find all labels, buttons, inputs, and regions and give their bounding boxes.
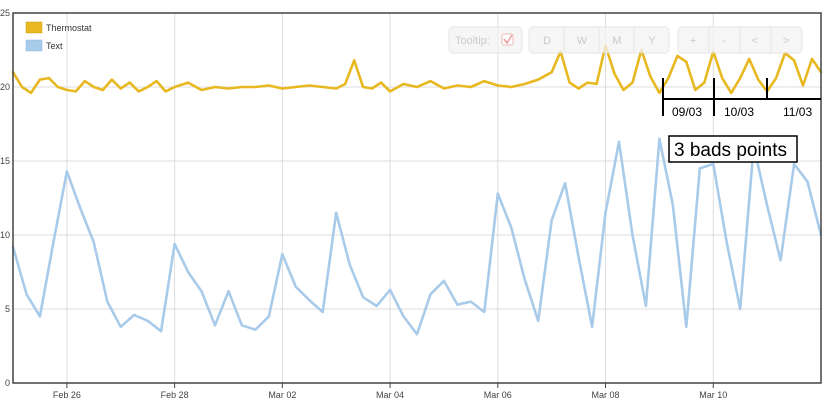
annotation-box-label: 3 bads points [674, 140, 787, 161]
y-axis: 0 5 10 15 20 25 [0, 8, 10, 388]
checkbox-icon[interactable] [501, 33, 514, 46]
range-button-year[interactable]: Y [648, 35, 656, 47]
zoom-out-button[interactable]: - [722, 35, 726, 47]
legend: Thermostat Text [25, 21, 92, 52]
y-tick-label: 15 [0, 156, 10, 166]
tooltip-label: Tooltip: [455, 35, 490, 47]
tooltip-toggle[interactable] [448, 26, 523, 54]
y-tick-label: 5 [5, 304, 10, 314]
plot-frame [12, 12, 822, 384]
zoom-in-button[interactable]: + [690, 35, 696, 47]
series-layer [11, 44, 823, 336]
legend-label-thermostat: Thermostat [46, 23, 92, 33]
annotation: 09/03 10/03 11/03 3 bads points [662, 78, 821, 163]
range-button-week[interactable]: W [577, 35, 588, 47]
annotation-date-label: 10/03 [724, 105, 754, 119]
series-line-thermostat [11, 44, 823, 95]
annotation-box [668, 135, 798, 163]
legend-swatch-text [25, 39, 43, 52]
y-tick-label: 20 [0, 82, 10, 92]
toolbar: Tooltip: D W M Y + - < > [448, 26, 803, 54]
y-tick-label: 10 [0, 230, 10, 240]
x-tick-label: Mar 06 [484, 390, 512, 400]
y-tick-label: 0 [5, 378, 10, 388]
x-tick-label: Feb 26 [53, 390, 81, 400]
x-tick-label: Mar 04 [376, 390, 404, 400]
pan-right-button[interactable]: > [783, 35, 789, 47]
legend-label-text: Text [46, 41, 63, 51]
annotation-date-label: 09/03 [672, 105, 702, 119]
range-button-month[interactable]: M [612, 35, 621, 47]
pan-left-button[interactable]: < [752, 35, 758, 47]
x-tick-label: Mar 10 [699, 390, 727, 400]
x-axis: Feb 26 Feb 28 Mar 02 Mar 04 Mar 06 Mar 08 Mar … [53, 383, 727, 400]
series-line-text [11, 137, 823, 336]
annotation-date-label: 11/03 [783, 105, 812, 119]
x-tick-label: Mar 08 [592, 390, 620, 400]
x-tick-label: Feb 28 [161, 390, 189, 400]
range-button-day[interactable]: D [543, 35, 551, 47]
x-tick-label: Mar 02 [268, 390, 296, 400]
legend-swatch-thermostat [25, 21, 43, 34]
y-tick-label: 25 [0, 8, 10, 18]
